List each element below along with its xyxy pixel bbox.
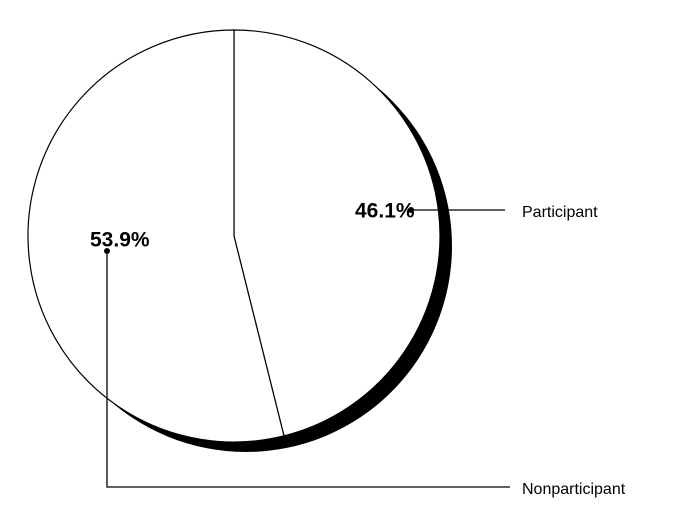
category-label: Nonparticipant	[522, 481, 626, 498]
value-label: 46.1%	[355, 200, 415, 223]
category-label: Participant	[522, 204, 598, 221]
pie-slice	[27, 29, 285, 443]
pie	[27, 29, 441, 443]
value-label: 53.9%	[90, 229, 150, 252]
pie-slice	[233, 29, 441, 437]
leader-line	[106, 251, 510, 488]
labels: 46.1% Participant 53.9% Nonparticipant	[90, 200, 626, 499]
